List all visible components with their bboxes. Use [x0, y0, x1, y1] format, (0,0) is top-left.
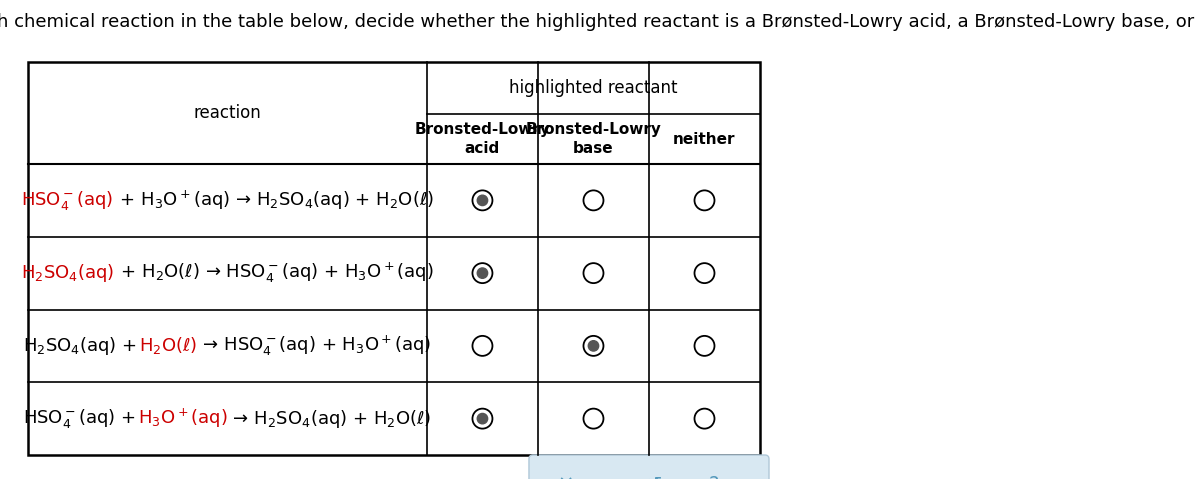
Text: + H$\mathdefault{_2}$O(ℓ) → HSO$\mathdefault{_4^-}$(aq) + H$\mathdefault{_3}$O$\: + H$\mathdefault{_2}$O(ℓ) → HSO$\mathdef…	[115, 261, 433, 285]
Text: reaction: reaction	[193, 104, 262, 122]
FancyBboxPatch shape	[28, 62, 760, 455]
Text: neither: neither	[673, 132, 736, 147]
Text: Bronsted-Lowry
acid: Bronsted-Lowry acid	[414, 122, 551, 157]
Text: HSO$\mathdefault{_4^-}$(aq) +: HSO$\mathdefault{_4^-}$(aq) +	[23, 407, 138, 430]
FancyBboxPatch shape	[529, 455, 769, 479]
Text: ?: ?	[709, 475, 719, 479]
Text: H$\mathdefault{_2}$O(ℓ): H$\mathdefault{_2}$O(ℓ)	[139, 335, 197, 356]
Text: highlighted reactant: highlighted reactant	[509, 79, 678, 97]
Text: → H$\mathdefault{_2}$SO$\mathdefault{_4}$(aq) + H$\mathdefault{_2}$O(ℓ): → H$\mathdefault{_2}$SO$\mathdefault{_4}…	[227, 408, 432, 430]
Circle shape	[478, 413, 487, 424]
Text: Bronsted-Lowry
base: Bronsted-Lowry base	[526, 122, 661, 157]
Circle shape	[478, 268, 487, 278]
Text: H$\mathdefault{_3}$O$\mathdefault{^+}$(aq): H$\mathdefault{_3}$O$\mathdefault{^+}$(a…	[138, 407, 227, 430]
Text: + H$\mathdefault{_3}$O$\mathdefault{^+}$(aq) → H$\mathdefault{_2}$SO$\mathdefaul: + H$\mathdefault{_3}$O$\mathdefault{^+}$…	[114, 189, 433, 212]
Text: H$\mathdefault{_2}$SO$\mathdefault{_4}$(aq) +: H$\mathdefault{_2}$SO$\mathdefault{_4}$(…	[23, 335, 139, 357]
Text: ×: ×	[558, 475, 574, 479]
Text: For each chemical reaction in the table below, decide whether the highlighted re: For each chemical reaction in the table …	[0, 13, 1200, 31]
Circle shape	[478, 195, 487, 205]
Text: → HSO$\mathdefault{_4^-}$(aq) + H$\mathdefault{_3}$O$\mathdefault{^+}$(aq): → HSO$\mathdefault{_4^-}$(aq) + H$\mathd…	[197, 334, 432, 358]
Text: ↺: ↺	[646, 475, 662, 479]
Text: $\mathdefault{HSO_4^-}$(aq): $\mathdefault{HSO_4^-}$(aq)	[22, 189, 114, 212]
Circle shape	[588, 341, 599, 351]
Text: H$\mathdefault{_2}$SO$\mathdefault{_4}$(aq): H$\mathdefault{_2}$SO$\mathdefault{_4}$(…	[22, 262, 115, 284]
